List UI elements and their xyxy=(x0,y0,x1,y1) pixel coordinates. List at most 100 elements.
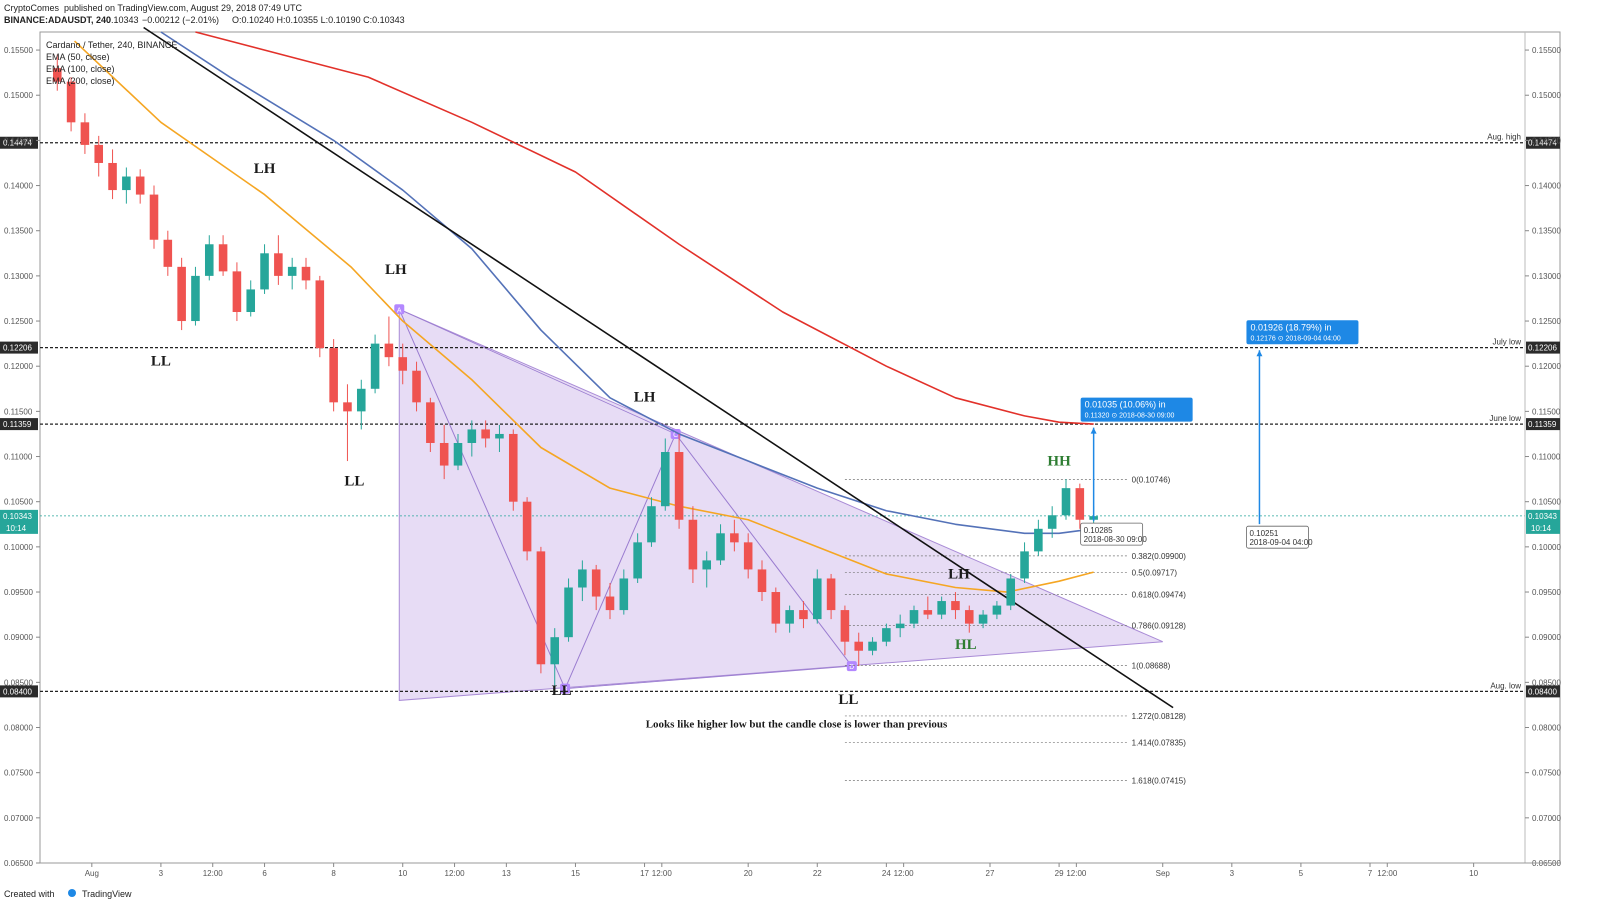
legend-ema100: EMA (100, close) xyxy=(46,64,115,74)
candle-body xyxy=(370,343,380,389)
candle-body xyxy=(522,501,532,552)
pattern-point-label: A xyxy=(397,307,402,314)
candle-body xyxy=(343,402,352,412)
level-label: July low xyxy=(1493,338,1522,347)
candle-body xyxy=(191,275,200,322)
x-tick-label: 17 xyxy=(640,869,649,878)
annotation-label: LH xyxy=(948,566,970,582)
level-tag-left-text: 0.12206 xyxy=(3,344,32,353)
x-tick-label: 22 xyxy=(813,869,822,878)
y-tick-label-left: 0.11000 xyxy=(4,453,33,462)
level-label: June low xyxy=(1489,414,1521,423)
candle-body xyxy=(163,239,173,267)
level-tag-right-text: 0.08400 xyxy=(1528,687,1557,696)
pattern-point-label: B xyxy=(563,687,568,694)
y-tick-label-right: 0.11500 xyxy=(1532,407,1561,416)
candle-body xyxy=(536,551,546,665)
y-tick-label-right: 0.12500 xyxy=(1532,317,1561,326)
y-tick-label-right: 0.15000 xyxy=(1532,91,1561,100)
measure-box xyxy=(1246,320,1359,345)
x-tick-label: 7 xyxy=(1368,869,1373,878)
header-last: 0.10343 xyxy=(106,15,139,25)
horizontal-levels: Aug. high 0.14474 0.14474 July low 0.12206 0.… xyxy=(0,133,1560,698)
candle-body xyxy=(481,429,490,439)
candle-body xyxy=(495,433,504,439)
candle-body xyxy=(315,280,325,349)
annotation-label: LL xyxy=(552,683,572,699)
header-change: −0.00212 (−2.01%) xyxy=(142,15,219,25)
y-tick-label-right: 0.13500 xyxy=(1532,227,1561,236)
candle-body xyxy=(260,253,269,290)
y-tick-label-left: 0.15000 xyxy=(4,91,33,100)
candle-body xyxy=(1061,488,1071,516)
fib-retracement: 0(0.10746) 0.382(0.09900) 0.5(0.09717) 0.61… xyxy=(844,475,1187,785)
x-tick-label: 5 xyxy=(1299,869,1304,878)
x-tick-label: 8 xyxy=(331,869,336,878)
candle-body xyxy=(287,266,297,276)
tradingview-logo-icon xyxy=(68,889,76,897)
fib-label: 1.414(0.07835) xyxy=(1132,738,1187,747)
level-tag-right xyxy=(1526,685,1560,698)
annotation-label: HL xyxy=(955,637,977,653)
candle-body xyxy=(702,560,712,570)
candle-body xyxy=(826,578,836,611)
y-tick-label-left: 0.10500 xyxy=(4,498,33,507)
x-tick-label: Sep xyxy=(1156,869,1171,878)
candle-body xyxy=(868,641,877,651)
x-tick-label: 12:00 xyxy=(1377,869,1398,878)
current-price-tag-text: 0.10343 xyxy=(3,512,32,521)
x-tick-label: 20 xyxy=(744,869,753,878)
candle-body xyxy=(730,533,739,543)
candle-body xyxy=(716,533,725,561)
header-author[interactable]: CryptoComes xyxy=(4,3,60,13)
y-tick-label-right: 0.14500 xyxy=(1532,136,1561,145)
x-tick-label: 12:00 xyxy=(203,869,224,878)
measure-arrowhead xyxy=(1256,350,1263,357)
y-axis: 0.15500 0.15500 0.15000 0.15000 0.14500 0.145… xyxy=(4,32,1561,868)
measure-box xyxy=(1080,397,1193,422)
legend-ema50: EMA (50, close) xyxy=(46,52,110,62)
level-tag-left xyxy=(0,136,38,149)
triangle-shape xyxy=(398,308,1163,701)
triangle-pattern: A B C D xyxy=(394,304,1163,701)
candle-body xyxy=(274,253,283,276)
candle-body xyxy=(467,429,477,443)
descending-trendline xyxy=(143,26,1174,709)
y-tick-label-right: 0.11000 xyxy=(1532,453,1561,462)
trend-line xyxy=(143,26,1174,709)
candle-body xyxy=(412,370,421,403)
level-tag-right xyxy=(1526,341,1560,354)
candle-body xyxy=(122,176,131,191)
y-tick-label-right: 0.08000 xyxy=(1532,724,1561,733)
x-tick-label: 15 xyxy=(571,869,580,878)
current-price-tag-right-text: 0.10343 xyxy=(1528,512,1557,521)
y-tick-label-left: 0.13500 xyxy=(4,227,33,236)
annotation-label: HH xyxy=(1047,454,1071,470)
candle-body xyxy=(1075,488,1085,520)
y-tick-label-right: 0.15500 xyxy=(1532,46,1561,55)
x-tick-label: 10 xyxy=(1469,869,1478,878)
footer-brand[interactable]: TradingView xyxy=(82,889,132,899)
candle-body xyxy=(992,605,1002,615)
level-tag-left-text: 0.08400 xyxy=(3,687,32,696)
y-tick-label-left: 0.07500 xyxy=(4,769,33,778)
candle-body xyxy=(951,601,960,611)
fib-label: 0.382(0.09900) xyxy=(1132,552,1187,561)
candle-body xyxy=(743,542,753,570)
y-tick-label-right: 0.07000 xyxy=(1532,814,1561,823)
level-label: Aug. low xyxy=(1490,681,1521,690)
candle-body xyxy=(439,442,449,466)
candles xyxy=(52,54,1098,689)
level-tag-left-text: 0.14474 xyxy=(3,139,32,148)
measure-base-box xyxy=(1246,525,1309,549)
legend-ema200: EMA (200, close) xyxy=(46,76,115,86)
y-tick-label-left: 0.12000 xyxy=(4,362,33,371)
x-tick-label: Aug xyxy=(85,869,99,878)
y-tick-label-left: 0.12500 xyxy=(4,317,33,326)
candle-body xyxy=(799,610,808,620)
candle-body xyxy=(204,244,214,276)
measure-box-line1: 0.01035 (10.06%) in xyxy=(1085,400,1166,410)
annotation-label: LH xyxy=(634,389,656,405)
candle-body xyxy=(384,343,394,358)
